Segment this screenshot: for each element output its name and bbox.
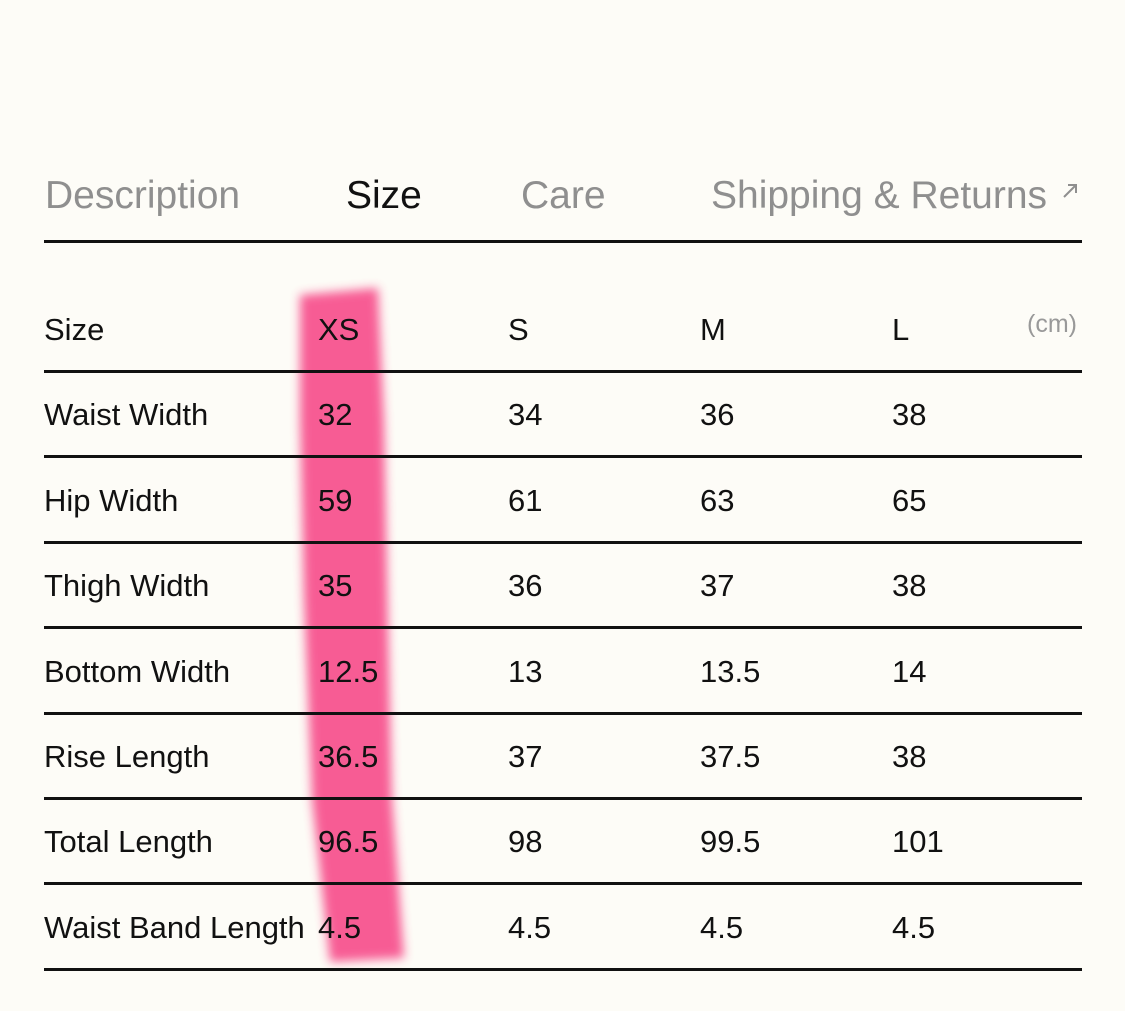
row-label: Total Length bbox=[44, 824, 213, 860]
size-value: 36 bbox=[700, 397, 735, 433]
row-rule bbox=[44, 455, 1082, 459]
row-rule bbox=[44, 882, 1082, 886]
size-value: 4.5 bbox=[318, 909, 362, 945]
size-value: 4.5 bbox=[700, 909, 744, 945]
size-value: 59 bbox=[318, 482, 353, 518]
external-link-icon bbox=[1063, 184, 1077, 198]
size-value: 36 bbox=[508, 568, 543, 604]
header-cell: Size bbox=[44, 312, 105, 347]
row-label: Thigh Width bbox=[44, 568, 210, 604]
row-rule bbox=[44, 797, 1082, 800]
size-value: 38 bbox=[892, 739, 927, 774]
size-value: 96.5 bbox=[318, 824, 379, 860]
tab-underline bbox=[44, 240, 1082, 243]
header-rule bbox=[44, 370, 1082, 373]
size-value: 65 bbox=[892, 482, 927, 518]
size-value: 37.5 bbox=[700, 739, 761, 774]
row-rule bbox=[44, 626, 1082, 630]
tab[interactable]: Size bbox=[346, 174, 422, 217]
size-value: 32 bbox=[318, 397, 353, 433]
size-value: 4.5 bbox=[892, 909, 936, 945]
row-rule bbox=[44, 711, 1082, 715]
tab[interactable]: Care bbox=[521, 174, 606, 217]
row-label: Bottom Width bbox=[44, 653, 231, 689]
size-value: 37 bbox=[700, 568, 735, 604]
row-label: Rise Length bbox=[44, 739, 210, 774]
size-value: 98 bbox=[508, 824, 543, 860]
row-rule bbox=[44, 967, 1082, 971]
size-value: 63 bbox=[700, 482, 735, 518]
header-cell: M bbox=[700, 312, 726, 347]
size-value: 34 bbox=[508, 397, 543, 433]
size-value: 61 bbox=[508, 482, 543, 518]
size-value: 101 bbox=[892, 824, 944, 860]
tab[interactable]: Description bbox=[45, 174, 241, 217]
size-value: 13 bbox=[508, 653, 543, 689]
header-cell: L bbox=[892, 312, 910, 347]
size-value: 14 bbox=[892, 653, 927, 689]
row-rule bbox=[44, 540, 1082, 544]
size-value: 38 bbox=[892, 397, 927, 433]
size-value: 38 bbox=[892, 568, 927, 604]
size-value: 99.5 bbox=[700, 824, 761, 860]
size-value: 12.5 bbox=[318, 653, 379, 689]
size-value: 35 bbox=[318, 568, 353, 604]
tab[interactable]: Shipping & Returns bbox=[711, 174, 1048, 217]
size-value: 13.5 bbox=[700, 653, 761, 689]
header-cell: XS bbox=[318, 312, 360, 347]
size-value: 4.5 bbox=[508, 909, 552, 945]
row-label: Waist Band Length bbox=[44, 909, 305, 945]
header-cell: S bbox=[508, 312, 529, 347]
size-value: 36.5 bbox=[318, 739, 379, 774]
size-value: 37 bbox=[508, 739, 543, 774]
row-label: Hip Width bbox=[44, 482, 179, 518]
row-label: Waist Width bbox=[44, 397, 209, 433]
unit-label: (cm) bbox=[1027, 310, 1077, 338]
